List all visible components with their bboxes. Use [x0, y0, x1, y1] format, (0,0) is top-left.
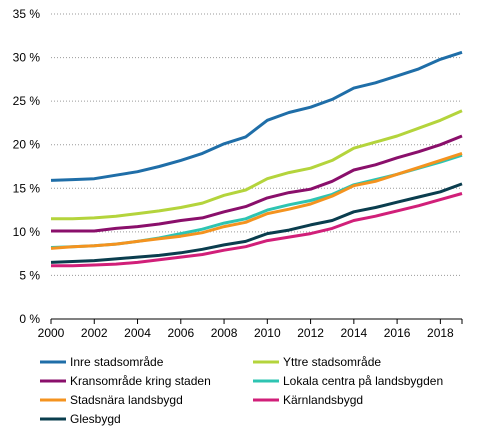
y-tick-label: 35 % [13, 7, 41, 21]
legend-item: Stadsnära landsbygd [40, 393, 183, 407]
y-tick-label: 10 % [13, 225, 41, 239]
y-tick-label: 5 % [19, 268, 40, 282]
legend-item: Glesbygd [40, 412, 121, 426]
axes [50, 318, 463, 324]
legend-label: Lokala centra på landsbygden [283, 374, 443, 388]
x-tick-label: 2012 [297, 326, 324, 340]
y-tick-label: 20 % [13, 138, 41, 152]
legend-label: Glesbygd [70, 412, 121, 426]
x-axis-tick-labels: 2000 2002 2004 2006 2008 2010 2012 2014 2016 2018 [38, 326, 454, 340]
x-tick-label: 2000 [38, 326, 65, 340]
legend-item: Inre stadsområde [40, 355, 164, 369]
y-tick-label: 25 % [13, 94, 41, 108]
x-tick-label: 2002 [81, 326, 108, 340]
series-line-6 [51, 192, 463, 268]
y-tick-label: 15 % [13, 181, 41, 195]
legend-label: Inre stadsområde [70, 355, 164, 369]
x-tick-label: 2006 [167, 326, 194, 340]
series-line-5 [50, 151, 463, 250]
legend-item: Yttre stadsområde [253, 355, 381, 369]
legend-label: Stadsnära landsbygd [70, 393, 183, 407]
legend-label: Yttre stadsområde [283, 355, 381, 369]
x-tick-label: 2008 [211, 326, 238, 340]
legend-label: Kransområde kring staden [70, 374, 211, 388]
x-tick-label: 2004 [124, 326, 151, 340]
series-line-1 [50, 50, 463, 182]
legend: Inre stadsområde Yttre stadsområde Kransom… [40, 355, 443, 426]
legend-item: Lokala centra på landsbygden [253, 374, 443, 388]
y-tick-label: 0 % [19, 312, 40, 326]
series-line-3 [51, 134, 463, 233]
grid-lines [51, 13, 462, 276]
series-lines [50, 50, 463, 268]
legend-item: Kransområde kring staden [40, 374, 211, 388]
legend-label: Kärnlandsbygd [283, 393, 363, 407]
legend-item: Kärnlandsbygd [253, 393, 363, 407]
x-tick-label: 2016 [384, 326, 411, 340]
y-tick-label: 30 % [13, 51, 41, 65]
series-line-2 [51, 109, 463, 221]
x-tick-label: 2014 [340, 326, 367, 340]
y-axis-tick-labels: 0 % 5 % 10 % 15 % 20 % 25 % 30 % 35 % [13, 7, 41, 326]
x-tick-label: 2018 [427, 326, 454, 340]
x-tick-label: 2010 [254, 326, 281, 340]
series-line-7 [50, 182, 463, 264]
